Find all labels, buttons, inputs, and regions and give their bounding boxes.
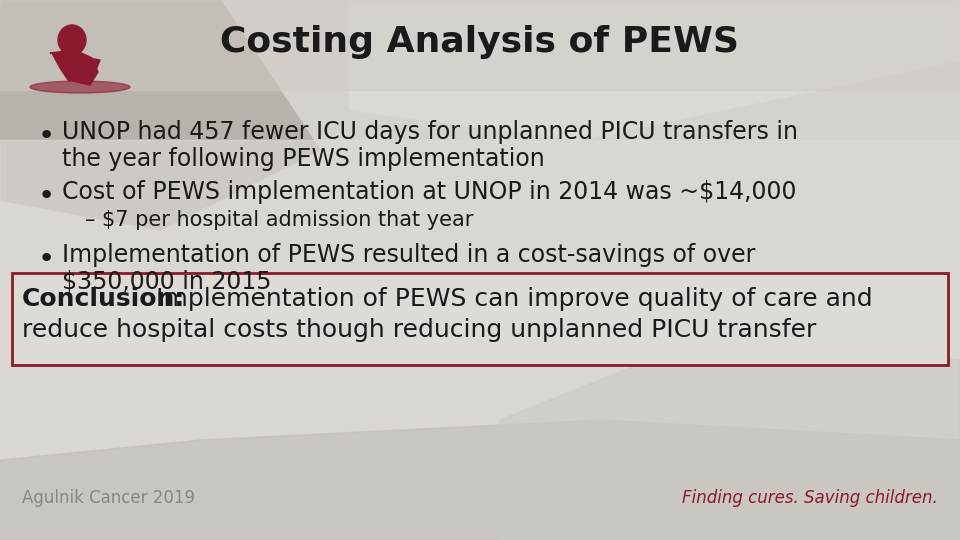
Text: UNOP had 457 fewer ICU days for unplanned PICU transfers in: UNOP had 457 fewer ICU days for unplanne… (62, 120, 798, 144)
Text: Conclusion:: Conclusion: (22, 287, 185, 311)
Bar (12, 273, 948, 365)
Polygon shape (0, 0, 320, 230)
Text: Cost of PEWS implementation at UNOP in 2014 was ~$14,000: Cost of PEWS implementation at UNOP in 2… (62, 180, 797, 204)
Text: Costing Analysis of PEWS: Costing Analysis of PEWS (221, 25, 739, 59)
Text: Finding cures. Saving children.: Finding cures. Saving children. (683, 489, 938, 507)
Polygon shape (68, 58, 100, 72)
Text: Implementation of PEWS resulted in a cost-savings of over: Implementation of PEWS resulted in a cos… (62, 243, 756, 267)
Text: – $7 per hospital admission that year: – $7 per hospital admission that year (85, 210, 473, 230)
Polygon shape (0, 140, 960, 540)
Polygon shape (50, 50, 98, 85)
Polygon shape (350, 0, 960, 140)
Polygon shape (0, 0, 960, 90)
Polygon shape (0, 420, 960, 540)
Text: Implementation of PEWS can improve quality of care and: Implementation of PEWS can improve quali… (148, 287, 873, 311)
Text: $350,000 in 2015: $350,000 in 2015 (62, 270, 272, 294)
Text: •: • (38, 182, 56, 210)
Ellipse shape (30, 81, 130, 93)
Polygon shape (500, 340, 960, 540)
Text: the year following PEWS implementation: the year following PEWS implementation (62, 147, 544, 171)
Ellipse shape (58, 25, 86, 55)
Text: •: • (38, 122, 56, 150)
Text: •: • (38, 245, 56, 273)
Text: reduce hospital costs though reducing unplanned PICU transfer: reduce hospital costs though reducing un… (22, 318, 816, 342)
Text: Agulnik Cancer 2019: Agulnik Cancer 2019 (22, 489, 195, 507)
